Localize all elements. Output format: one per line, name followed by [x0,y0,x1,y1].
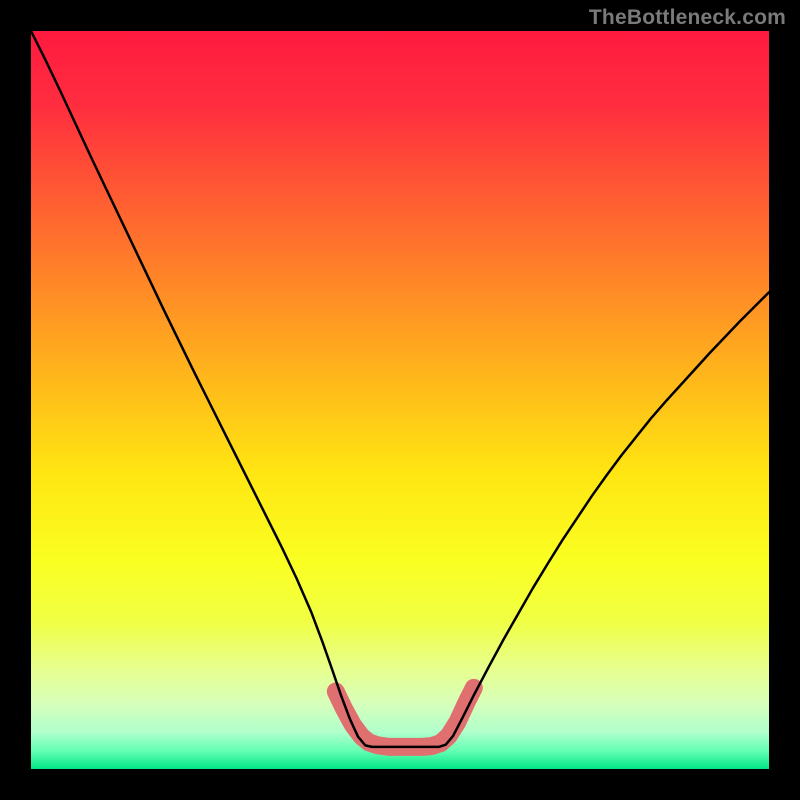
gradient-background [31,31,769,769]
plot-svg [31,31,769,769]
chart-frame: TheBottleneck.com [0,0,800,800]
bottleneck-curve-plot [31,31,769,769]
watermark-text: TheBottleneck.com [589,6,786,30]
